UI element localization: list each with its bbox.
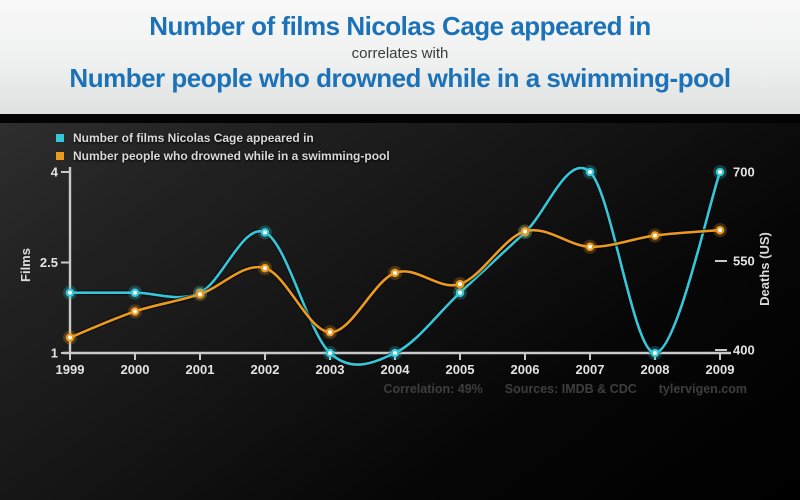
header-divider — [0, 114, 800, 123]
title-line-2: Number people who drowned while in a swi… — [69, 63, 731, 93]
svg-text:2007: 2007 — [576, 362, 605, 377]
svg-text:1: 1 — [51, 346, 58, 361]
sources-text: Sources: IMDB & CDC — [504, 382, 637, 396]
svg-text:400: 400 — [733, 343, 755, 358]
chart-panel: 4 2.5 1 700 550 400 1999 2000 2001 2002 2003 2004 20… — [0, 123, 800, 500]
svg-text:Films: Films — [18, 248, 33, 282]
correlation-value: Correlation: 49% — [383, 382, 483, 396]
svg-text:2008: 2008 — [641, 362, 670, 377]
svg-text:2009: 2009 — [706, 362, 735, 377]
svg-text:2003: 2003 — [316, 362, 345, 377]
chart-footer: Correlation: 49% Sources: IMDB & CDC tyl… — [383, 382, 747, 396]
svg-text:4: 4 — [51, 165, 59, 180]
correlates-with-label: correlates with — [351, 45, 449, 62]
svg-text:2004: 2004 — [381, 362, 411, 377]
svg-text:550: 550 — [733, 254, 755, 269]
svg-text:2005: 2005 — [446, 362, 475, 377]
legend-item-drownings: Number people who drowned while in a swi… — [56, 147, 390, 165]
svg-text:2002: 2002 — [251, 362, 280, 377]
site-credit: tylervigen.com — [658, 382, 747, 396]
svg-text:Deaths (US): Deaths (US) — [757, 232, 772, 306]
svg-text:2.5: 2.5 — [40, 255, 58, 270]
title-line-1: Number of films Nicolas Cage appeared in — [149, 11, 651, 41]
svg-text:2001: 2001 — [186, 362, 215, 377]
legend-label: Number people who drowned while in a swi… — [73, 149, 390, 163]
cyan-series-marker-icon — [56, 134, 64, 142]
legend-label: Number of films Nicolas Cage appeared in — [73, 131, 314, 145]
svg-text:2006: 2006 — [511, 362, 540, 377]
legend-item-cage-films: Number of films Nicolas Cage appeared in — [56, 129, 390, 147]
svg-text:2000: 2000 — [121, 362, 150, 377]
header: Number of films Nicolas Cage appeared in… — [0, 0, 800, 114]
orange-series-marker-icon — [56, 152, 64, 160]
svg-text:700: 700 — [733, 165, 755, 180]
correlation-line-chart: 4 2.5 1 700 550 400 1999 2000 2001 2002 2003 2004 20… — [18, 165, 772, 377]
chart-legend: Number of films Nicolas Cage appeared in… — [56, 129, 390, 165]
svg-text:1999: 1999 — [56, 362, 85, 377]
